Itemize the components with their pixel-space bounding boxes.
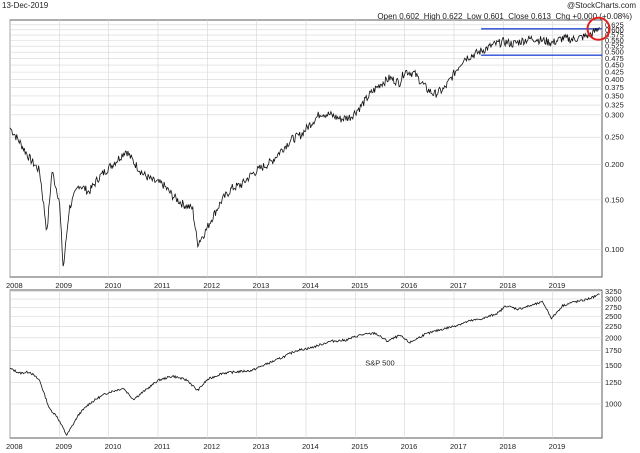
ratio-x-tick-label: 2016: [401, 281, 418, 290]
sp500-y-tick-label: 1500: [605, 361, 622, 370]
ratio-y-tick-label: 0.525: [605, 42, 624, 51]
chart-date: 13-Dec-2019: [2, 1, 49, 10]
low-value: 0.601: [483, 12, 504, 21]
ratio-x-tick-label: 2015: [351, 281, 368, 290]
ratio-y-tick-label: 0.550: [605, 36, 624, 45]
close-value: 0.613: [530, 12, 552, 21]
ratio-y-tick-label: 0.625: [605, 20, 624, 29]
sp500-x-tick-label: 2017: [450, 442, 467, 451]
sp500-y-tick-label: 3250: [605, 287, 622, 296]
sp500-x-tick-label: 2012: [203, 442, 220, 451]
ratio-x-tick-label: 2011: [154, 281, 170, 290]
ratio-y-tick-label: 0.100: [605, 245, 624, 254]
open-label: Open: [377, 12, 397, 21]
ratio-y-tick-label: 0.325: [605, 101, 624, 110]
ratio-x-tick-label: 2012: [203, 281, 220, 290]
watermark: @StockCharts.com: [566, 1, 636, 10]
sp500-x-tick-label: 2008: [6, 442, 23, 451]
ratio-y-tick-label: 0.375: [605, 83, 624, 92]
sp500-y-tick-label: 2500: [605, 312, 622, 321]
ratio-y-tick-label: 0.450: [605, 61, 624, 70]
sp500-x-tick-label: 2010: [105, 442, 122, 451]
highlight-circle: [586, 16, 611, 41]
sp500-x-tick-label: 2011: [154, 442, 170, 451]
ratio-x-tick-label: 2018: [499, 281, 516, 290]
ratio-y-tick-label: 0.150: [605, 195, 624, 204]
ratio-y-tick-label: 0.475: [605, 54, 624, 63]
ratio-y-tick-label: 0.350: [605, 91, 624, 100]
sp500-y-tick-label: 2000: [605, 333, 622, 342]
ratio-y-tick-label: 0.400: [605, 75, 624, 84]
sp500-x-tick-label: 2019: [549, 442, 566, 451]
sp500-annotation: S&P 500: [365, 358, 394, 367]
sp500-x-tick-label: 2016: [401, 442, 418, 451]
chg-label: Chg: [555, 12, 571, 21]
ratio-x-tick-label: 2014: [302, 281, 319, 290]
sp500-y-tick-label: 1750: [605, 346, 622, 355]
sp500-x-tick-label: 2009: [55, 442, 72, 451]
ratio-x-tick-label: 2017: [450, 281, 467, 290]
sp500-y-tick-label: 3000: [605, 295, 622, 304]
sp500-y-tick-label: 1000: [605, 399, 622, 408]
high-value: 0.622: [442, 12, 463, 21]
sp500-x-tick-label: 2013: [253, 442, 270, 451]
high-label: High: [423, 12, 441, 21]
ohlc-readout: Open 0.602 High 0.622 Low 0.601 Close 0.…: [377, 12, 632, 21]
ratio-x-tick-label: 2009: [55, 281, 72, 290]
open-value: 0.602: [399, 12, 420, 21]
sp500-x-tick-label: 2015: [351, 442, 368, 451]
ratio-series-line: [9, 26, 600, 267]
ratio-y-tick-label: 0.425: [605, 68, 624, 77]
sp500-x-tick-label: 2018: [499, 442, 516, 451]
ratio-x-tick-label: 2008: [6, 281, 23, 290]
sp500-y-tick-label: 2250: [605, 322, 622, 331]
ratio-panel: 0.100 0.150 0.200 0.250 0.3000.3250.3500.375…: [6, 16, 624, 290]
sp500-panel: 1000 1250 1500 1750 2000 22502500275030003250…: [6, 287, 622, 451]
ratio-y-tick-label: 0.500: [605, 48, 624, 57]
ratio-y-tick-label: 0.600: [605, 25, 624, 34]
ratio-x-tick-label: 2019: [549, 281, 566, 290]
sp500-x-tick-label: 2014: [302, 442, 319, 451]
ratio-y-tick-label: 0.575: [605, 31, 624, 40]
sp500-y-tick-label: 2750: [605, 303, 622, 312]
ratio-y-tick-label: 0.300: [605, 110, 624, 119]
ratio-x-tick-label: 2013: [253, 281, 270, 290]
low-label: Low: [466, 12, 482, 21]
ratio-y-tick-label: 0.200: [605, 160, 624, 169]
close-label: Close: [508, 12, 529, 21]
sp500-y-tick-label: 1250: [605, 378, 622, 387]
sp500-series-line: [9, 293, 600, 436]
chg-value: +0.000 (+0.08%): [572, 12, 632, 21]
ratio-y-tick-label: 0.250: [605, 133, 624, 142]
ratio-x-tick-label: 2010: [105, 281, 122, 290]
